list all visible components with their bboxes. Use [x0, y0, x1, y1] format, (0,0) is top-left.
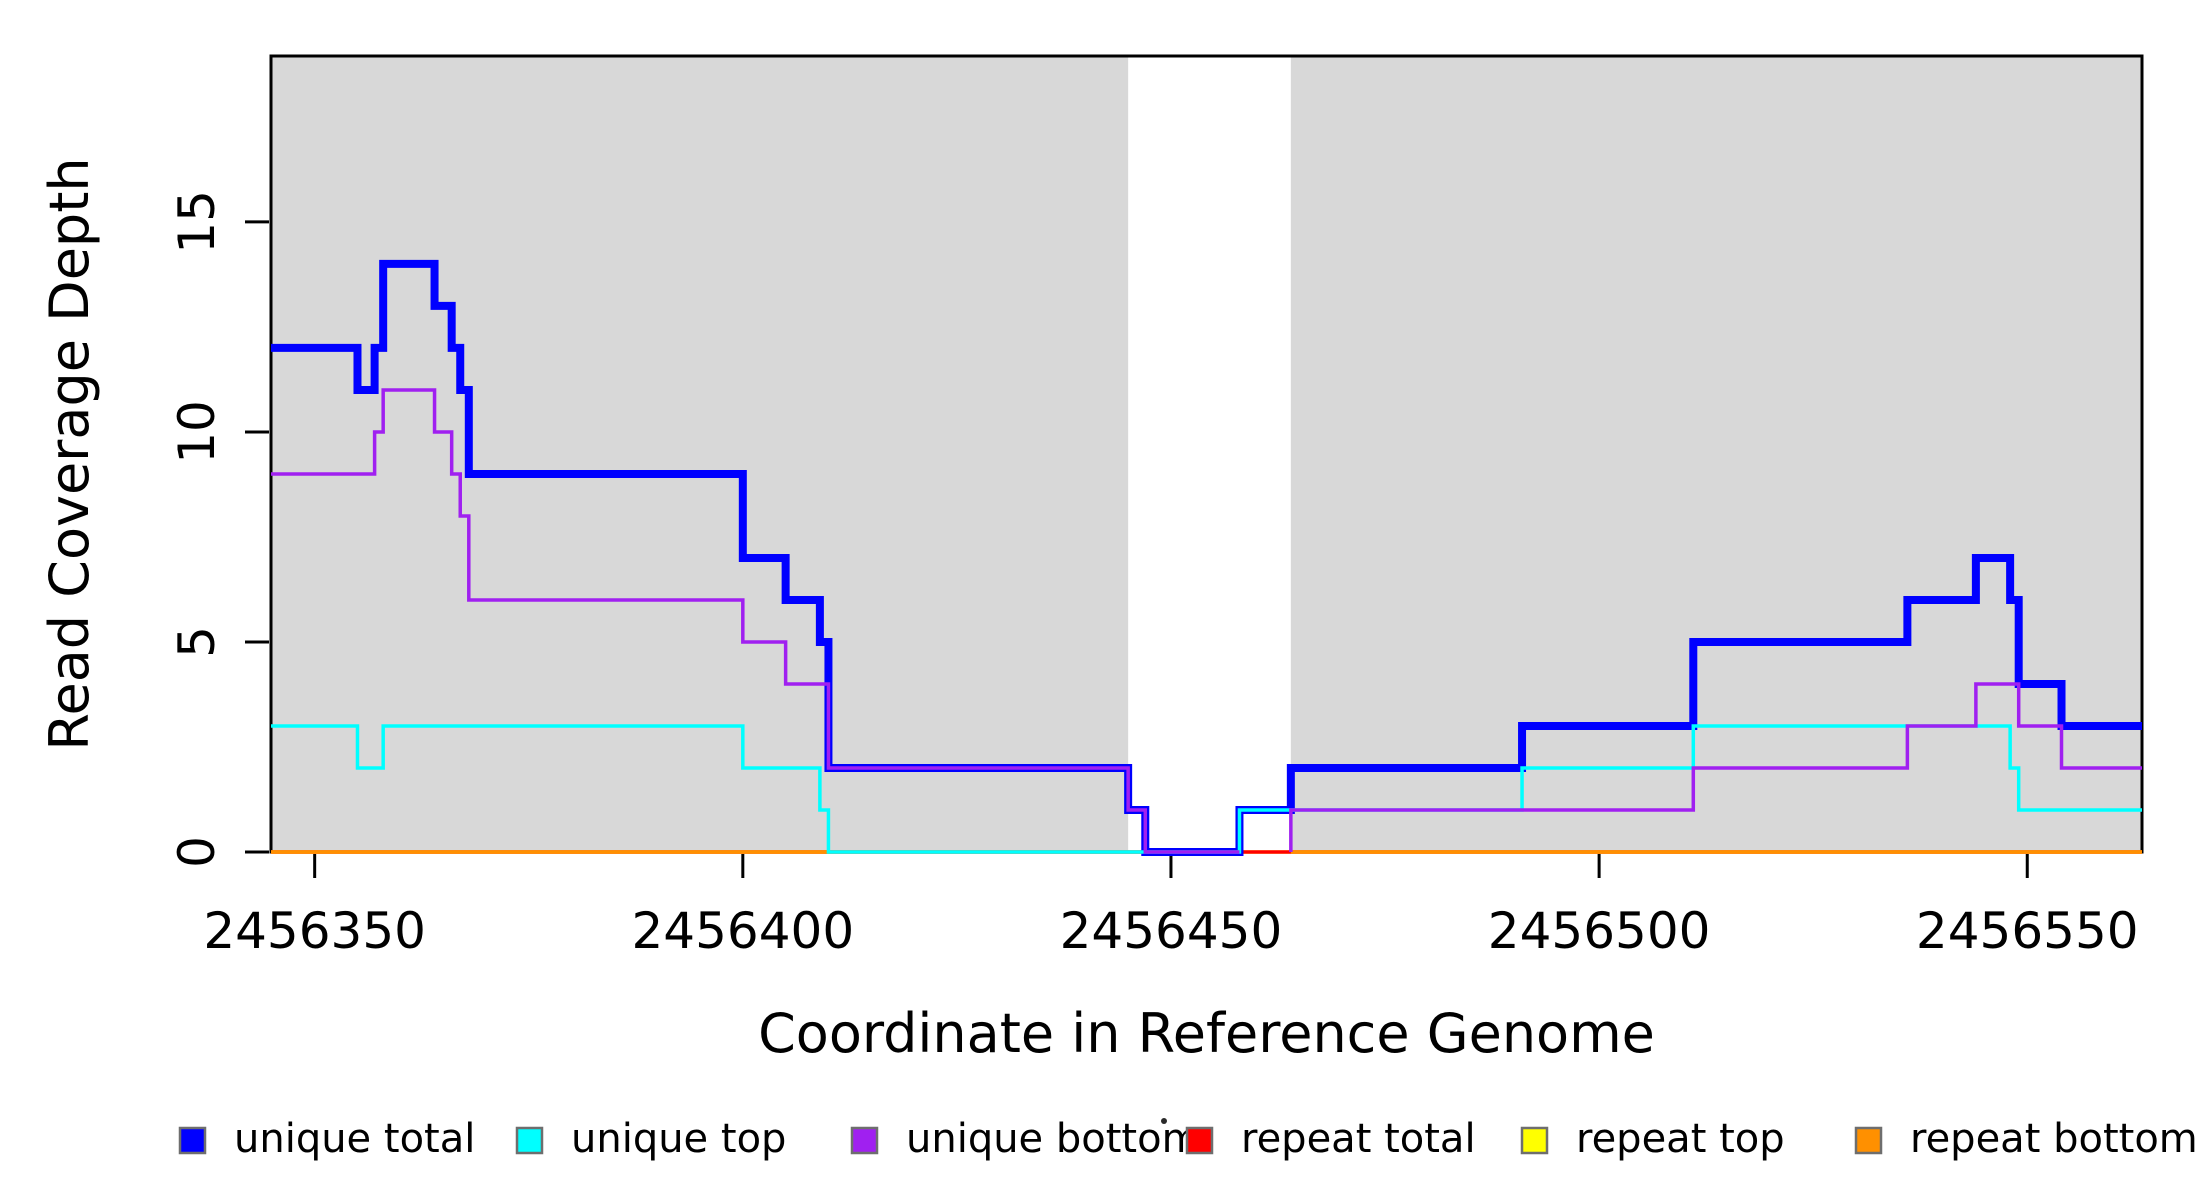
y-axis-tick-label: 5 [168, 626, 226, 658]
legend-swatch-unique-top [515, 1126, 544, 1155]
y-axis-tick-label: 0 [168, 836, 226, 868]
x-axis-tick-label: 2456350 [203, 902, 426, 960]
series-unique-bottom [271, 388, 1240, 854]
x-axis-tick-label: 2456450 [1060, 902, 1283, 960]
legend-label-repeat-bottom: repeat bottom [1910, 1116, 2198, 1162]
stray-dot-artifact [1161, 1118, 1167, 1124]
legend-label-repeat-top: repeat top [1576, 1116, 1785, 1162]
y-axis-tick-label: 10 [168, 400, 226, 464]
legend-label-repeat-total: repeat total [1241, 1116, 1476, 1162]
legend-swatch-repeat-bottom [1854, 1126, 1883, 1155]
y-axis-tick-label: 15 [168, 190, 226, 254]
series-unique-bottom [1289, 682, 2142, 852]
shaded-region [271, 56, 1129, 852]
series-unique-top [271, 724, 2142, 854]
legend-swatch-unique-total [178, 1126, 207, 1155]
legend-label-unique-total: unique total [234, 1116, 475, 1162]
x-axis-tick-label: 2456500 [1488, 902, 1711, 960]
x-axis-tick-label: 2456400 [631, 902, 854, 960]
shaded-region [1290, 56, 2142, 852]
x-axis-title: Coordinate in Reference Genome [758, 1002, 1655, 1065]
legend-label-unique-bottom: unique bottom [906, 1116, 1201, 1162]
legend-swatch-repeat-total [1185, 1126, 1214, 1155]
legend-label-unique-top: unique top [571, 1116, 786, 1162]
legend-swatch-unique-bottom [850, 1126, 879, 1155]
x-axis-tick-label: 2456550 [1916, 902, 2139, 960]
y-axis-title: Read Coverage Depth [38, 157, 101, 750]
legend-swatch-repeat-top [1520, 1126, 1549, 1155]
